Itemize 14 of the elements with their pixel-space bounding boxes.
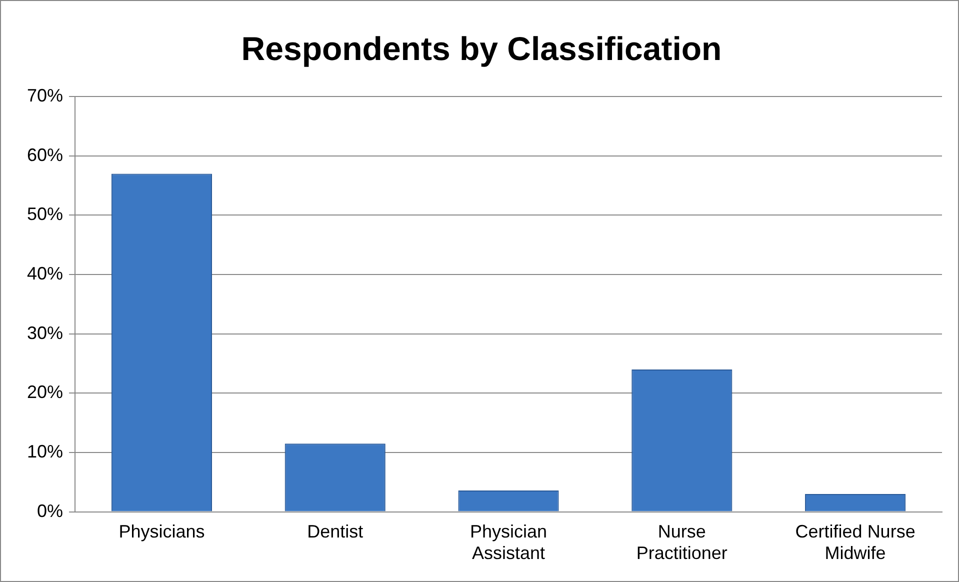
chart-title: Respondents by Classification (241, 30, 722, 67)
y-tick-label: 10% (26, 441, 64, 462)
x-tick-label: Physician Assistant (470, 522, 548, 564)
y-tick-label: 40% (26, 264, 64, 284)
x-tick-label: Nurse Practitioner (636, 522, 728, 564)
y-tick-label: 60% (26, 144, 64, 165)
y-tick-label: 70% (26, 86, 64, 106)
y-tick-label: 0% (37, 500, 64, 521)
y-tick-label: 50% (26, 204, 64, 224)
y-tick-label: 30% (26, 322, 64, 343)
x-tick-label: Physicians (118, 522, 205, 542)
x-tick-label: Dentist (307, 522, 364, 542)
y-tick-label: 20% (26, 382, 64, 402)
x-tick-label: Certified Nurse Midwife (795, 522, 916, 564)
